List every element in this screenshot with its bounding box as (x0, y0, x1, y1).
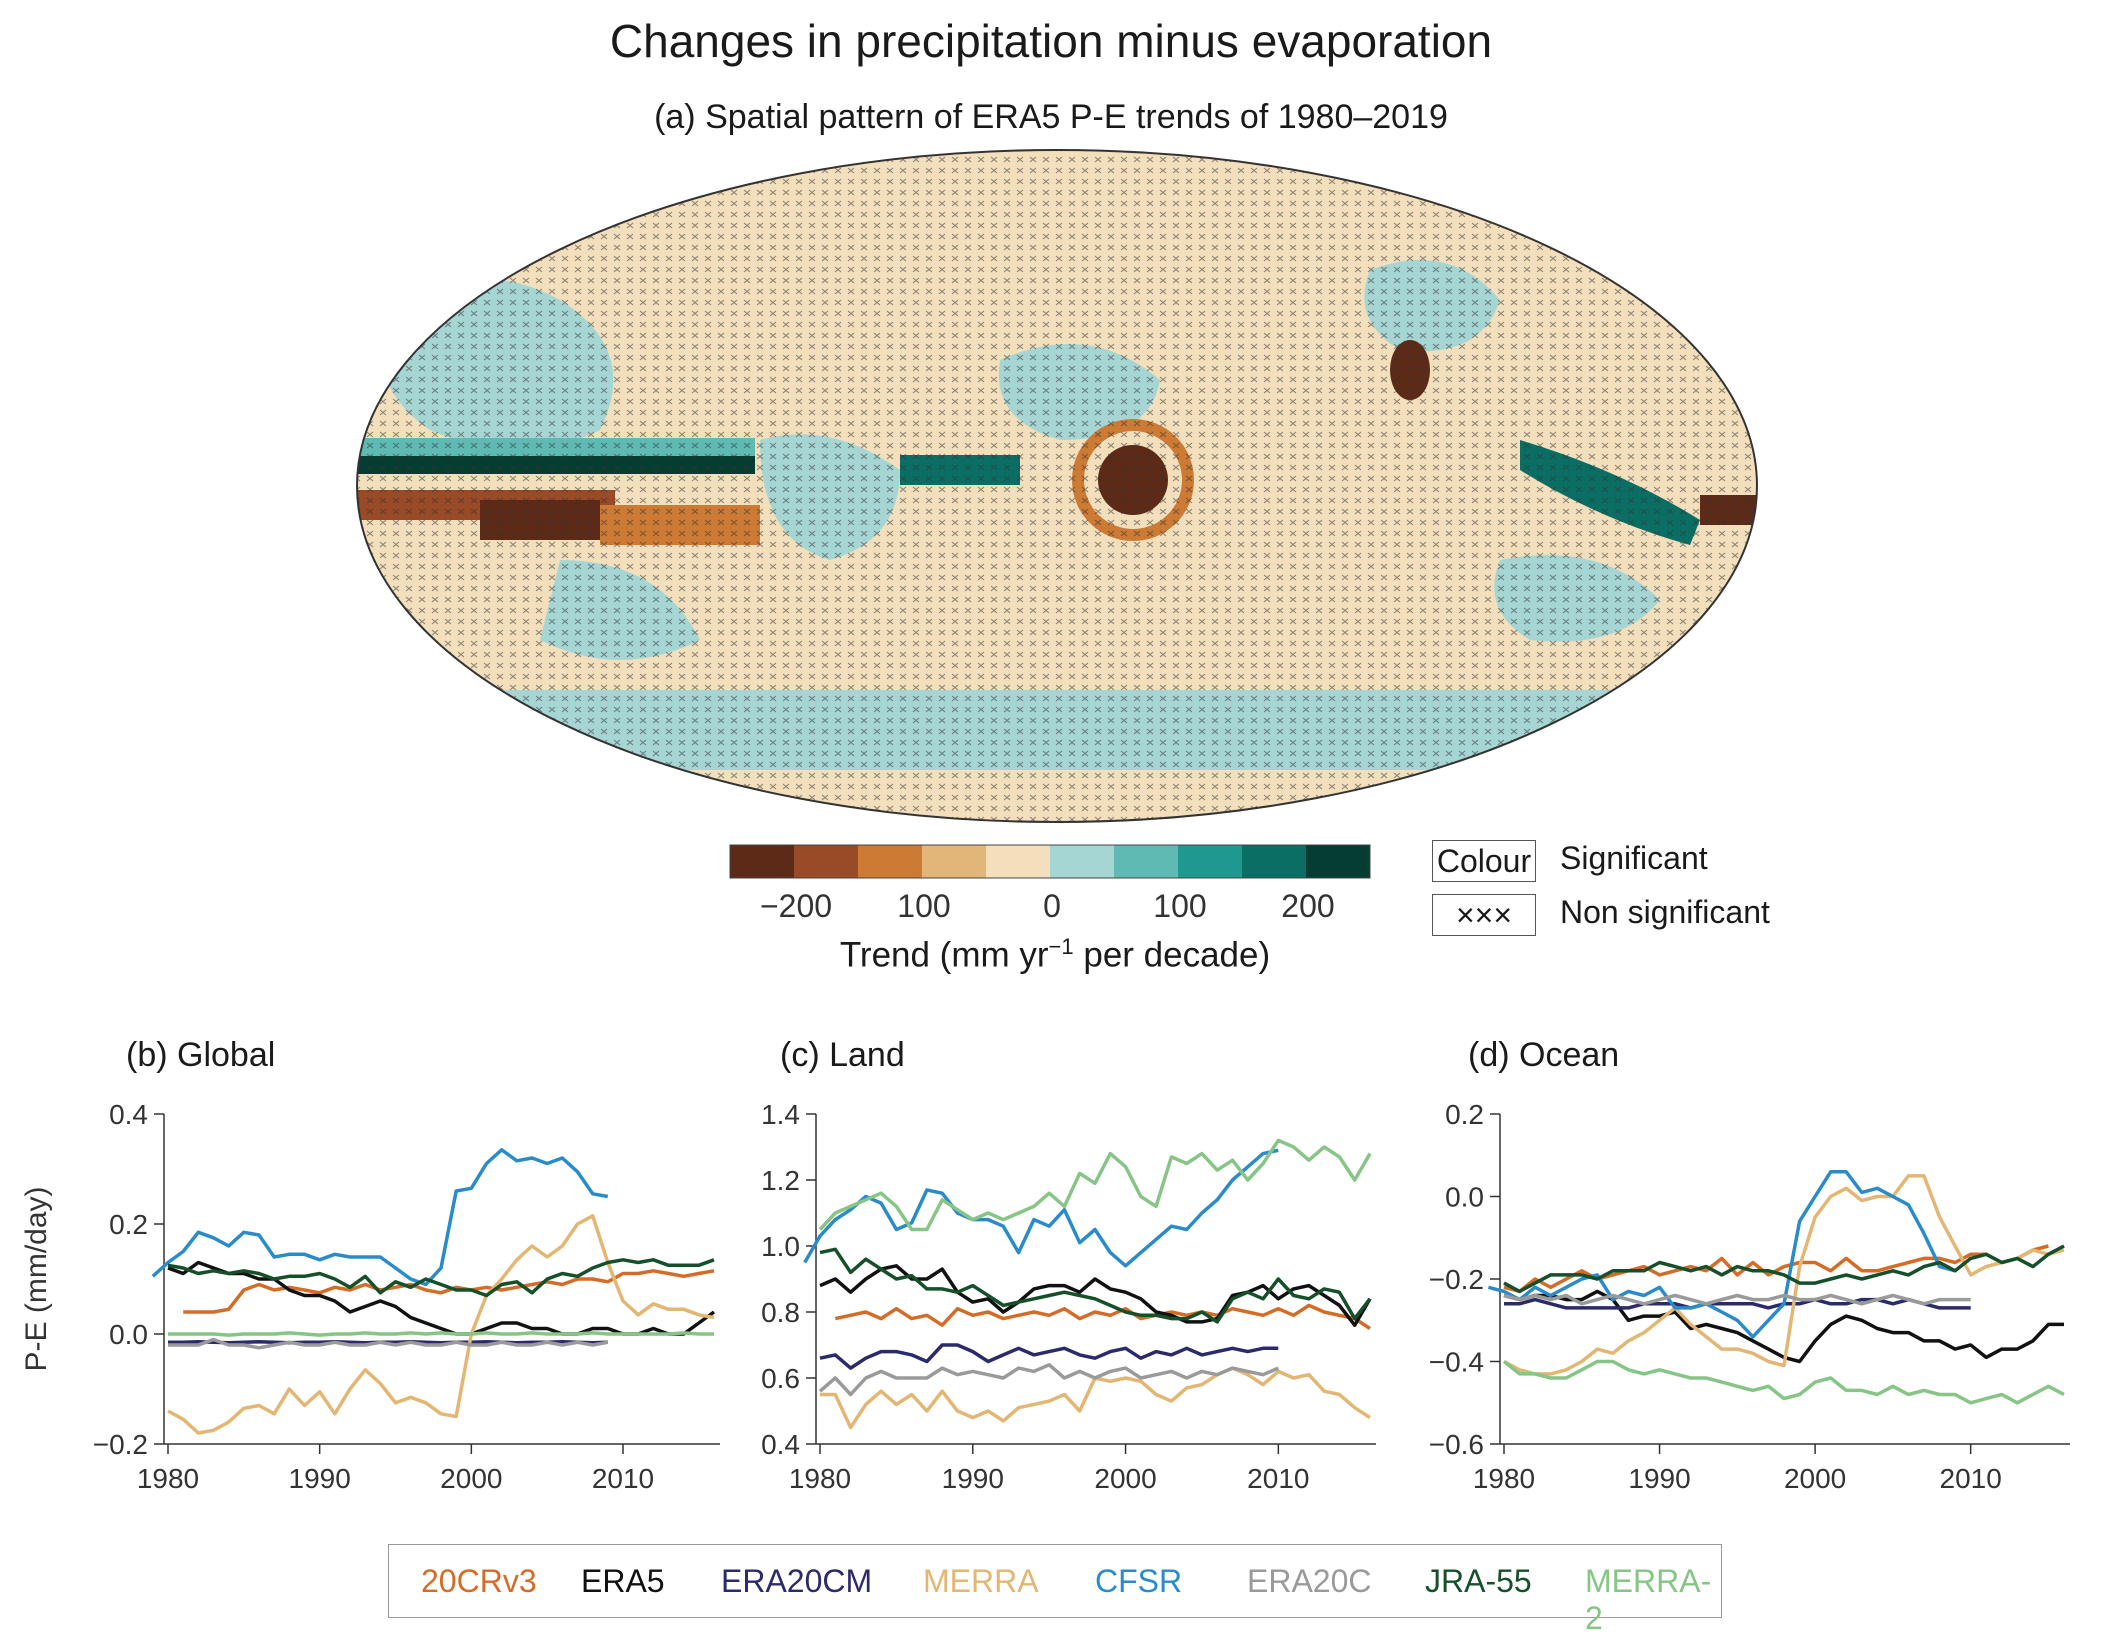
colorbar-swatch (1178, 845, 1242, 878)
series-line-cfsr (1487, 1170, 1956, 1339)
legend-item-era20c: ERA20C (1247, 1563, 1372, 1599)
x-tick-label: 2000 (1784, 1463, 1846, 1494)
series-line-merra (167, 1214, 715, 1435)
map-hatching (357, 150, 1757, 822)
non-significant-label: Non significant (1560, 894, 1770, 930)
y-tick-label: 0.2 (109, 1209, 148, 1240)
series-line-era20c (1503, 1293, 1971, 1306)
panel-title-ocean: (d) Ocean (1468, 1036, 1620, 1074)
panel-ocean-plot: −0.6 −0.4 −0.2 0.0 0.2 1980 1990 2000 2010 (1429, 1099, 2070, 1494)
x-tick-label: 1990 (942, 1463, 1004, 1494)
series-line-era5 (819, 1264, 1372, 1327)
colorbar-swatch (1050, 845, 1114, 878)
colorbar-tick-label: 100 (1153, 888, 1206, 924)
series-line-era20c (168, 1337, 609, 1350)
series-line-cfsr (803, 1148, 1279, 1268)
x-tick-label: 1980 (789, 1463, 851, 1494)
series-legend: 20CRv3 ERA5 ERA20CM MERRA CFSR ERA20C JR… (388, 1544, 1722, 1636)
legend-item-jra55: JRA-55 (1425, 1563, 1532, 1599)
y-axis-label: P-E (mm/day) (20, 1186, 53, 1371)
series-line-era20cm (819, 1343, 1279, 1370)
y-tick-label: −0.2 (1429, 1264, 1484, 1295)
series-line-cfsr (151, 1148, 609, 1287)
x-tick-label: 2000 (1094, 1463, 1156, 1494)
map-outline (356, 149, 1758, 823)
series-line-jra55 (1503, 1244, 2065, 1294)
map-panel (356, 149, 1758, 823)
legend-item-merra: MERRA (923, 1563, 1039, 1599)
colorbar-frame (729, 844, 1371, 879)
legend-item-20crv3: 20CRv3 (421, 1563, 537, 1599)
y-tick-label: 1.4 (761, 1099, 800, 1130)
x-tick-label: 2010 (592, 1463, 654, 1494)
colorbar-swatch (794, 845, 858, 878)
series-line-merra2 (1502, 1359, 2065, 1405)
legend-item-merra2: MERRA-2 (1585, 1563, 1712, 1636)
y-tick-label: 0.6 (761, 1363, 800, 1394)
y-tick-label: 0.0 (109, 1319, 148, 1350)
colorbar-tick-label: 200 (1281, 888, 1334, 924)
panel-title-land: (c) Land (780, 1036, 905, 1074)
colorbar-swatch (1306, 845, 1370, 878)
x-tick-label: 1980 (1473, 1463, 1535, 1494)
y-tick-label: 0.2 (1445, 1099, 1484, 1130)
colorbar: −200 100 0 100 200 (729, 844, 1371, 924)
colorbar-swatch (730, 845, 794, 878)
colorbar-swatch (986, 845, 1050, 878)
y-tick-label: −0.2 (93, 1429, 148, 1460)
non-significant-swatch: ××× (1432, 894, 1536, 936)
panel-land-plot: 0.4 0.6 0.8 1.0 1.2 1.4 1980 1990 2000 2010 (761, 1099, 1376, 1494)
y-tick-label: 1.0 (761, 1231, 800, 1262)
colorbar-tick-label: −200 (760, 888, 832, 924)
series-line-era20c (818, 1363, 1279, 1397)
x-tick-label: 1990 (1628, 1463, 1690, 1494)
colorbar-swatch (922, 845, 986, 878)
y-tick-label: 0.4 (761, 1429, 800, 1460)
y-tick-label: 0.8 (761, 1297, 800, 1328)
colorbar-swatch (1114, 845, 1178, 878)
colorbar-swatch (858, 845, 922, 878)
panel-global-plot: −0.2 0.0 0.2 0.4 1980 1990 2000 2010 P-E (mm/day… (20, 1099, 720, 1494)
map-title: (a) Spatial pattern of ERA5 P-E trends o… (654, 98, 1448, 136)
series-line-merra2 (168, 1331, 714, 1337)
x-tick-label: 2000 (440, 1463, 502, 1494)
y-tick-label: −0.4 (1429, 1347, 1484, 1378)
series-line-merra2 (818, 1138, 1372, 1232)
series-line-jra55 (167, 1258, 715, 1298)
colorbar-tick-label: 100 (897, 888, 950, 924)
series-line-20crv3 (183, 1269, 715, 1314)
series-line-20crv3 (834, 1303, 1371, 1330)
panel-title-global: (b) Global (126, 1036, 276, 1074)
figure-title: Changes in precipitation minus evaporati… (609, 15, 1493, 67)
x-tick-label: 1990 (289, 1463, 351, 1494)
colorbar-tick-label: 0 (1043, 888, 1061, 924)
significant-label: Significant (1560, 840, 1708, 876)
x-tick-label: 2010 (1247, 1463, 1309, 1494)
y-tick-label: 0.0 (1445, 1182, 1484, 1213)
significant-swatch: Colour (1432, 840, 1536, 882)
series-line-era20cm (1504, 1297, 1971, 1310)
legend-item-era5: ERA5 (581, 1563, 665, 1599)
series-line-jra55 (819, 1247, 1372, 1324)
colorbar-title: Trend (mm yr−1 per decade) (839, 934, 1271, 975)
y-tick-label: 1.2 (761, 1165, 800, 1196)
y-tick-label: −0.6 (1429, 1429, 1484, 1460)
colorbar-swatch (1242, 845, 1306, 878)
y-tick-label: 0.4 (109, 1099, 148, 1130)
x-tick-label: 1980 (137, 1463, 199, 1494)
legend-item-era20cm: ERA20CM (721, 1563, 873, 1599)
legend-item-cfsr: CFSR (1095, 1563, 1183, 1599)
x-tick-label: 2010 (1940, 1463, 2002, 1494)
series-line-merra (1503, 1174, 2065, 1376)
map-fields (357, 150, 1757, 822)
